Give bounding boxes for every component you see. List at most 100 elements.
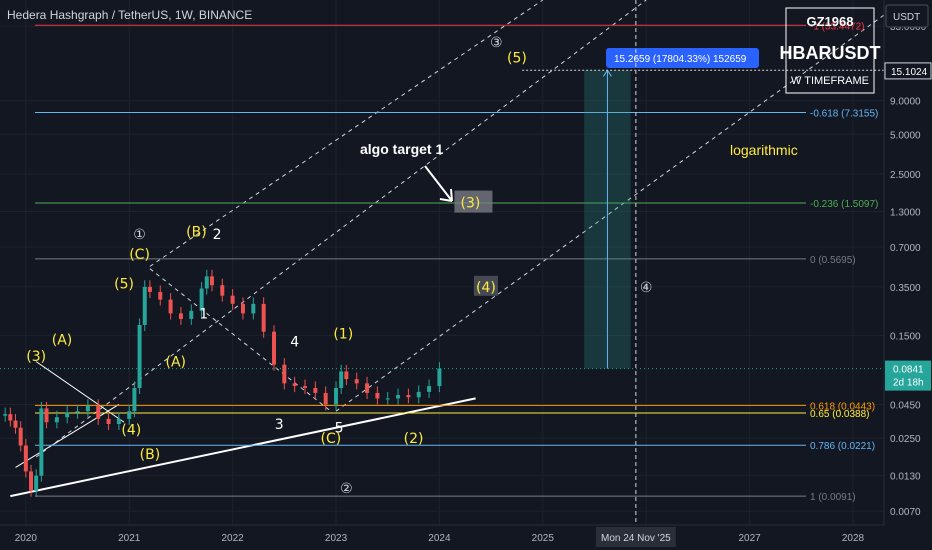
wave-label: (A) — [166, 355, 187, 371]
candle-body — [96, 405, 101, 419]
fib-label: 0.65 (0.0388) — [810, 409, 870, 420]
algo-target-arrow — [424, 165, 453, 202]
candle-body — [132, 387, 137, 412]
chart-title: Hedera Hashgraph / TetherUS, 1W, BINANCE — [7, 8, 253, 22]
date-marker-text: Mon 24 Nov '25 — [601, 533, 671, 544]
trend-channel — [10, 0, 885, 498]
fib-label: 0.786 (0.0221) — [810, 441, 875, 452]
candle-body — [44, 408, 49, 423]
candle-body — [375, 392, 380, 399]
candle-body — [137, 324, 142, 388]
author-timeframe: W TIMEFRAME — [791, 75, 869, 87]
price-scale[interactable] — [884, 0, 932, 550]
candle-body — [220, 285, 225, 296]
candle-body — [127, 411, 132, 419]
wave-label: ③ — [490, 35, 503, 51]
target-price-box — [884, 62, 932, 80]
projection-label-box — [606, 48, 759, 68]
candle-body — [75, 411, 80, 413]
candle-body — [416, 391, 421, 398]
price-tick-label: 0.1500 — [890, 331, 921, 342]
currency-badge[interactable] — [885, 4, 929, 28]
candle-body — [189, 310, 194, 319]
candle-body — [261, 303, 266, 332]
candle-body — [323, 392, 328, 405]
wave-label: 1 — [199, 306, 208, 322]
wave-label: (3) — [26, 349, 46, 365]
author-symbol: HBARUSDT — [780, 43, 881, 63]
candle-body — [240, 303, 245, 314]
candle-body — [354, 379, 359, 384]
date-marker-label: Mon 24 Nov '25 — [595, 527, 676, 547]
wave-label: (4) — [121, 423, 141, 439]
candle-body — [251, 303, 256, 314]
wave-label: 3 — [275, 417, 284, 433]
candle-body — [303, 386, 308, 388]
candles — [0, 269, 884, 497]
candle-body — [365, 383, 370, 393]
time-axis[interactable] — [0, 525, 932, 550]
candle-body — [199, 288, 204, 311]
candle-body — [344, 371, 349, 380]
projection-label: 15.2659 (17804.33%) 152659 — [614, 54, 747, 65]
candle-body — [178, 313, 183, 319]
time-tick-label: 2025 — [532, 533, 555, 544]
channel-line-lower — [335, 14, 885, 412]
price-tick-label: 33.0000 — [890, 22, 927, 33]
price-tick-label: 0.7000 — [890, 243, 921, 254]
candle-body — [282, 364, 287, 384]
time-tick-label: 2021 — [118, 533, 141, 544]
candle-body — [427, 386, 432, 392]
fib-label: 0.618 (0.0443) — [810, 401, 875, 412]
author-name: GZ1968 — [807, 14, 854, 29]
candle-body — [437, 368, 442, 387]
wave-label: 4 — [290, 334, 299, 350]
time-tick-label: 2020 — [15, 533, 38, 544]
wave-highlight — [454, 190, 493, 213]
wave-label: (C) — [321, 431, 342, 447]
wave-label: 2 — [213, 227, 222, 243]
wave-labels: (3)(A)(4)(B)(5)(C)① (B) 21(A)43 5(C)(1)(2)②… — [26, 35, 652, 497]
wave-label: (1) — [333, 327, 353, 343]
last-price-label: 0.0841 — [893, 365, 924, 376]
candle-body — [230, 295, 235, 304]
fib-levels: -1 (33.4472) -0.618 (7.3155) -0.236 (1.509… — [35, 21, 878, 503]
candle-body — [54, 417, 59, 423]
wave-label: (5) — [507, 51, 527, 67]
time-tick-label: 2022 — [222, 533, 245, 544]
currency-label: USDT — [893, 12, 920, 23]
wave-highlight — [473, 275, 498, 296]
candle-body — [271, 331, 276, 365]
wave-label: (5) — [114, 277, 134, 293]
candle-body — [292, 383, 297, 387]
wave-label: (3) — [461, 196, 481, 212]
candle-body — [158, 291, 163, 300]
countdown-label: 2d 18h — [893, 378, 924, 389]
candle-body — [406, 395, 411, 398]
time-tick-label: 2028 — [842, 533, 865, 544]
fib-label: -0.618 (7.3155) — [810, 108, 878, 119]
plot-background — [0, 0, 884, 525]
date-marker-box — [595, 527, 676, 547]
author-box — [785, 7, 875, 94]
candle-body — [65, 412, 70, 418]
wave-line — [35, 361, 125, 423]
fib-label: 0 (0.5695) — [810, 255, 856, 266]
candle-body — [339, 371, 344, 388]
wave-label: ④ — [640, 280, 653, 296]
wave-line — [15, 404, 120, 468]
grid — [0, 0, 884, 525]
candle-body — [29, 471, 34, 491]
candle-body — [85, 405, 90, 412]
candle-body — [396, 395, 401, 399]
last-price-tag: 0.0841 2d 18h — [885, 360, 931, 391]
price-ticks: 33.0000 9.0000 5.0000 2.5000 1.3000 0.7000 0.3… — [890, 22, 927, 518]
candle-body — [34, 475, 39, 491]
time-tick-label: 2023 — [325, 533, 348, 544]
time-tick-label: 2027 — [738, 533, 761, 544]
price-tick-label: 0.3500 — [890, 283, 921, 294]
candle-body — [147, 286, 152, 292]
time-tick-label: 2024 — [428, 533, 451, 544]
wave-label: ② — [340, 481, 353, 497]
